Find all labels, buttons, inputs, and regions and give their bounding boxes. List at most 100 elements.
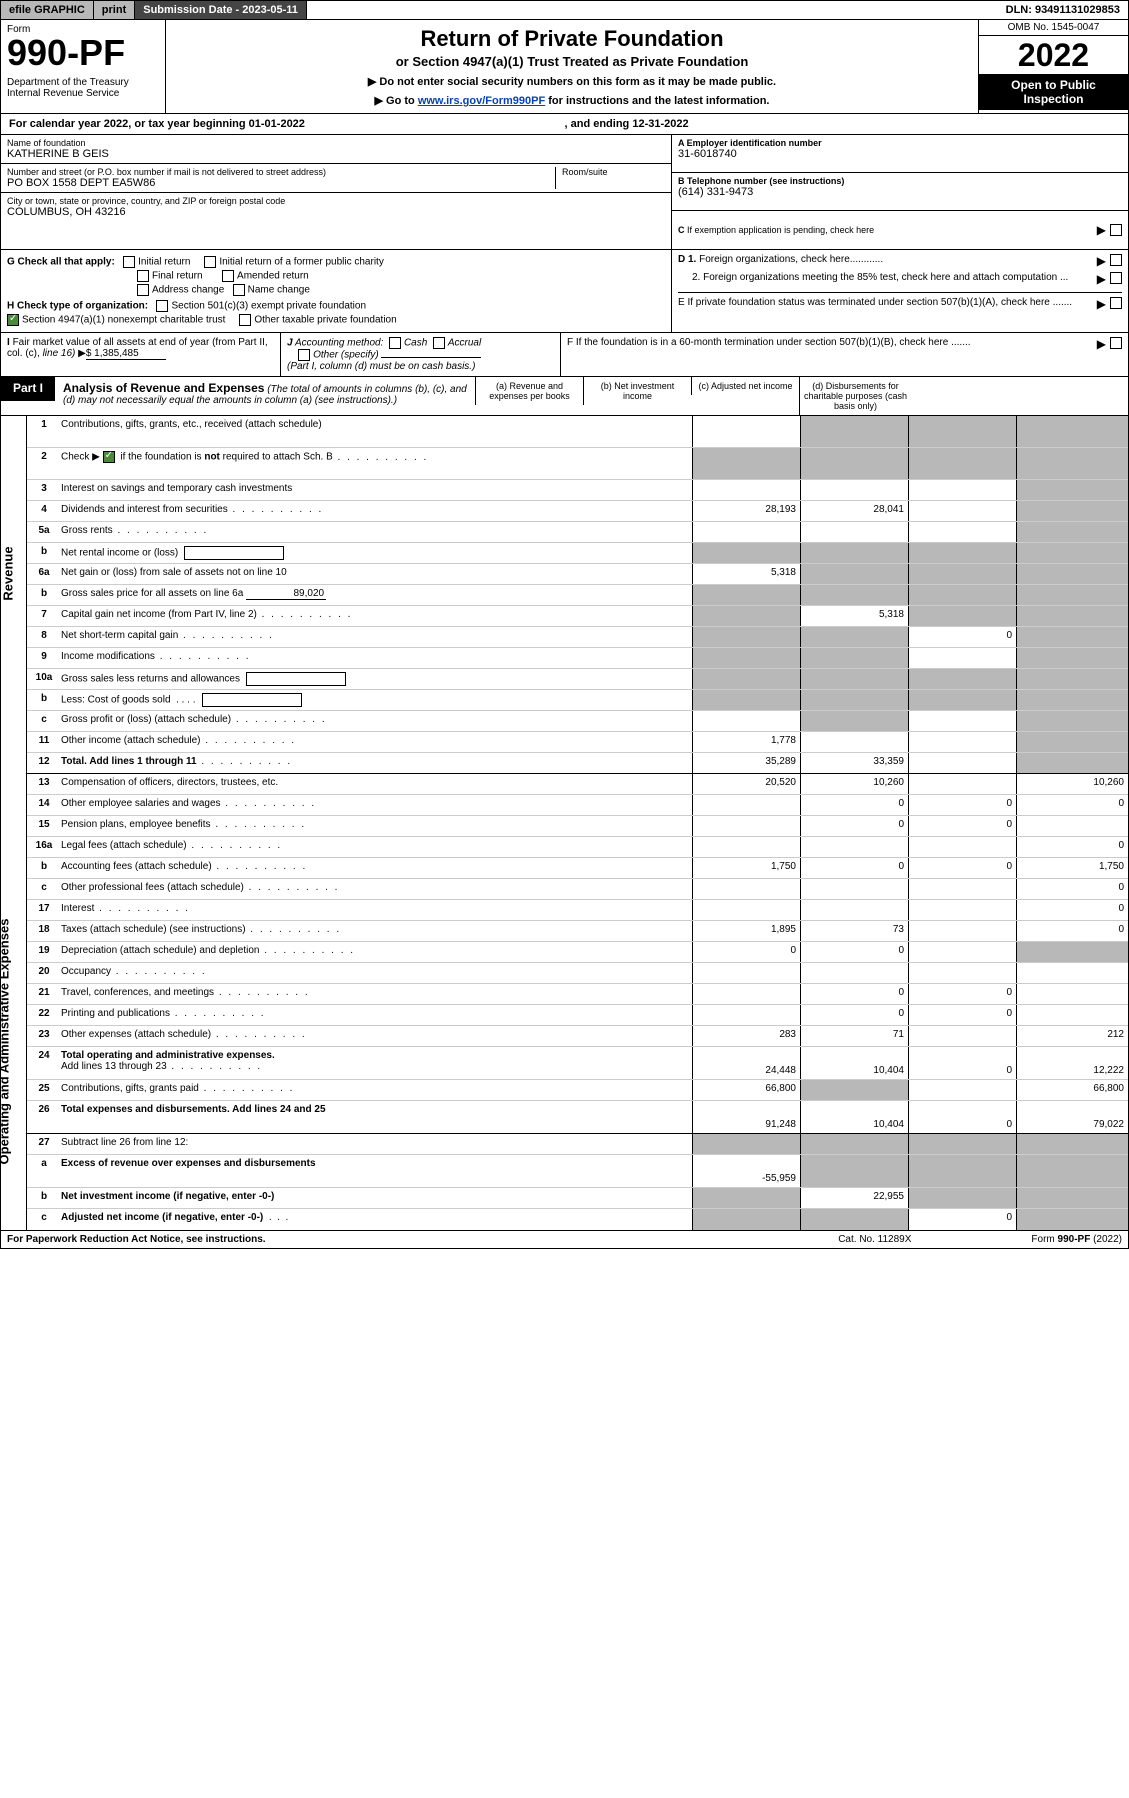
ein-value: 31-6018740 [678,148,1122,160]
j-other-checkbox[interactable] [298,349,310,361]
room-label: Room/suite [562,167,665,177]
section-c-label: If exemption application is pending, che… [687,225,874,235]
footer-left: For Paperwork Reduction Act Notice, see … [7,1234,266,1245]
f-checkbox[interactable] [1110,337,1122,349]
table-row: 27Subtract line 26 from line 12: [27,1134,1128,1155]
table-row: 12Total. Add lines 1 through 1135,28933,… [27,753,1128,774]
table-row: bGross sales price for all assets on lin… [27,585,1128,606]
table-row: 5aGross rents [27,522,1128,543]
foundation-city: COLUMBUS, OH 43216 [7,206,665,218]
g-address-change-checkbox[interactable] [137,284,149,296]
table-row: 9Income modifications [27,648,1128,669]
table-row: 8Net short-term capital gain0 [27,627,1128,648]
inline-value-box [184,546,284,560]
g-amended-checkbox[interactable] [222,270,234,282]
efile-label: efile GRAPHIC [1,1,94,19]
table-row: cOther professional fees (attach schedul… [27,879,1128,900]
table-row: 3Interest on savings and temporary cash … [27,480,1128,501]
name-label: Name of foundation [7,138,665,148]
d2-checkbox[interactable] [1110,272,1122,284]
form-note-1: ▶ Do not enter social security numbers o… [172,75,972,88]
top-bar: efile GRAPHIC print Submission Date - 20… [0,0,1129,20]
part1-header: Part I Analysis of Revenue and Expenses … [0,377,1129,416]
d1-label: Foreign organizations, check here.......… [699,254,883,265]
d1-checkbox[interactable] [1110,254,1122,266]
table-row: 11Other income (attach schedule)1,778 [27,732,1128,753]
table-row: 24Total operating and administrative exp… [27,1047,1128,1080]
footer-catalog: Cat. No. 11289X [838,1234,911,1245]
part-badge: Part I [1,377,55,401]
phone-value: (614) 331-9473 [678,186,1122,198]
inline-value-box [202,693,302,707]
section-g-h: G Check all that apply: Initial return I… [0,250,1129,333]
table-row: 6aNet gain or (loss) from sale of assets… [27,564,1128,585]
omb-number: OMB No. 1545-0047 [979,20,1128,36]
expenses-grid: Operating and Administrative Expenses 13… [0,774,1129,1231]
g-initial-former-checkbox[interactable] [204,256,216,268]
h-501c3-checkbox[interactable] [156,300,168,312]
sch-b-checkbox[interactable] [103,451,115,463]
section-c-checkbox[interactable] [1110,224,1122,236]
dept-label: Department of the Treasury Internal Reve… [7,77,159,99]
arrow-icon: ▶ [1097,337,1106,351]
table-row: aExcess of revenue over expenses and dis… [27,1155,1128,1188]
table-row: bAccounting fees (attach schedule)1,7500… [27,858,1128,879]
col-d-header: (d) Disbursements for charitable purpose… [799,377,911,415]
h-4947-checkbox[interactable] [7,314,19,326]
form-number: 990-PF [7,35,159,71]
g-name-change-checkbox[interactable] [233,284,245,296]
entity-info: Name of foundation KATHERINE B GEIS Numb… [0,135,1129,250]
g-final-return-checkbox[interactable] [137,270,149,282]
inline-value: 89,020 [246,588,326,600]
form-header: Form 990-PF Department of the Treasury I… [0,20,1129,114]
footer-form: Form 990-PF (2022) [1031,1234,1122,1245]
foundation-address: PO BOX 1558 DEPT EA5W86 [7,177,555,189]
table-row: 22Printing and publications00 [27,1005,1128,1026]
section-i-j-f: I Fair market value of all assets at end… [0,333,1129,377]
d2-label: 2. Foreign organizations meeting the 85%… [692,272,1097,283]
calendar-year-row: For calendar year 2022, or tax year begi… [0,114,1129,135]
table-row: 25Contributions, gifts, grants paid66,80… [27,1080,1128,1101]
table-row: 16aLegal fees (attach schedule)0 [27,837,1128,858]
arrow-icon: ▶ [1097,223,1106,237]
foundation-name: KATHERINE B GEIS [7,148,665,160]
table-row: 15Pension plans, employee benefits00 [27,816,1128,837]
table-row: cGross profit or (loss) (attach schedule… [27,711,1128,732]
j-cash-checkbox[interactable] [389,337,401,349]
inline-value-box [246,672,346,686]
phone-label: B Telephone number (see instructions) [678,176,844,186]
table-row: 13Compensation of officers, directors, t… [27,774,1128,795]
j-label: Accounting method: [295,338,383,349]
f-label: F If the foundation is in a 60-month ter… [567,337,1097,348]
g-initial-return-checkbox[interactable] [123,256,135,268]
table-row: cAdjusted net income (if negative, enter… [27,1209,1128,1230]
table-row: 7Capital gain net income (from Part IV, … [27,606,1128,627]
part-title: Analysis of Revenue and Expenses (The to… [55,377,475,410]
print-button[interactable]: print [94,1,135,19]
revenue-grid: Revenue 1Contributions, gifts, grants, e… [0,416,1129,774]
table-row: 14Other employee salaries and wages000 [27,795,1128,816]
h-other-checkbox[interactable] [239,314,251,326]
irs-link[interactable]: www.irs.gov/Form990PF [418,95,545,107]
j-accrual-checkbox[interactable] [433,337,445,349]
arrow-icon: ▶ [1097,254,1106,268]
table-row: 20Occupancy [27,963,1128,984]
table-row: 26Total expenses and disbursements. Add … [27,1101,1128,1134]
g-label: G Check all that apply: [7,257,115,268]
table-row: 19Depreciation (attach schedule) and dep… [27,942,1128,963]
e-label: E If private foundation status was termi… [678,297,1097,308]
page-footer: For Paperwork Reduction Act Notice, see … [0,1231,1129,1249]
arrow-icon: ▶ [1097,297,1106,311]
col-c-header: (c) Adjusted net income [691,377,799,395]
table-row: 17Interest0 [27,900,1128,921]
table-row: 21Travel, conferences, and meetings00 [27,984,1128,1005]
e-checkbox[interactable] [1110,297,1122,309]
form-title: Return of Private Foundation [172,26,972,52]
table-row: 18Taxes (attach schedule) (see instructi… [27,921,1128,942]
form-subtitle: or Section 4947(a)(1) Trust Treated as P… [172,54,972,69]
table-row: bNet investment income (if negative, ent… [27,1188,1128,1209]
table-row: 23Other expenses (attach schedule)283712… [27,1026,1128,1047]
ein-label: A Employer identification number [678,138,822,148]
table-row: 4Dividends and interest from securities2… [27,501,1128,522]
table-row: bLess: Cost of goods sold . . . . [27,690,1128,711]
